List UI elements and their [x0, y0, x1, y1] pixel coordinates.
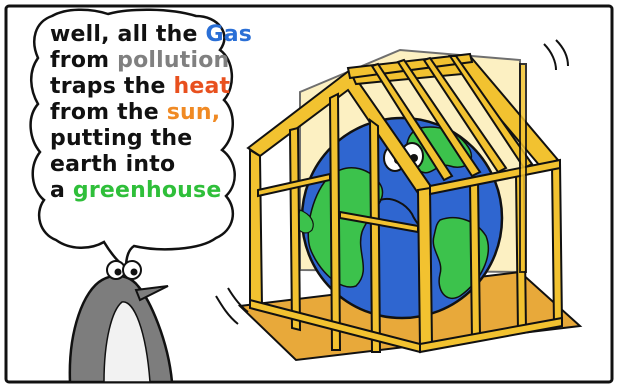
speech-word: a	[50, 178, 73, 203]
speech-line: putting the	[50, 126, 250, 152]
speech-word: putting the	[50, 126, 193, 151]
speech-line: well, all the Gas	[50, 22, 253, 48]
speech-line: from the sun,	[50, 100, 250, 126]
speech-line: from pollution	[50, 48, 250, 74]
speech-bubble-text: well, all the Gas from pollution traps t…	[50, 22, 253, 204]
speech-bubble	[29, 8, 236, 271]
speech-word: traps the	[50, 74, 174, 99]
speech-word: from	[50, 48, 118, 73]
motion-lines	[215, 39, 569, 325]
greenhouse-frame-icon	[246, 52, 564, 354]
speech-line: earth into	[50, 152, 250, 178]
speech-word: earth into	[50, 152, 176, 177]
speech-line: a greenhouse	[50, 178, 250, 204]
speech-line: traps the heat	[50, 74, 250, 100]
speech-word-greenhouse: greenhouse	[72, 178, 222, 203]
speech-word-pollution: pollution	[117, 48, 230, 73]
speech-word-sun: sun,	[166, 100, 221, 125]
speech-word-gas: Gas	[205, 22, 253, 47]
speech-word: well, all the	[50, 22, 206, 47]
speech-word-heat: heat	[173, 74, 231, 99]
earth-icon	[295, 116, 504, 320]
speech-word: from the	[50, 100, 167, 125]
penguin-icon	[68, 260, 174, 384]
